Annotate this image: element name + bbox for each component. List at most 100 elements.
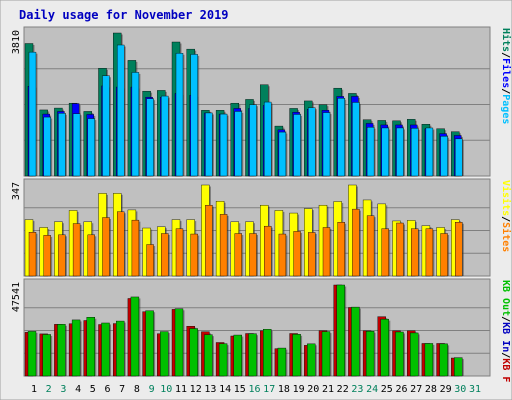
bar-kbout-day-4 (71, 319, 81, 377)
x-tick-day-25: 25 (381, 384, 393, 395)
x-tick-day-28: 28 (425, 384, 437, 395)
y-max-label: 3810 (11, 30, 22, 54)
x-tick-day-18: 18 (278, 384, 290, 395)
bar-pages-day-19 (293, 114, 301, 177)
bar-kbout-day-5 (86, 317, 96, 377)
bar-sites-day-19 (293, 231, 301, 277)
legend: Visits/Sites (500, 180, 512, 252)
x-tick-day-29: 29 (440, 384, 452, 395)
x-tick-day-19: 19 (293, 384, 305, 395)
legend-text: Visits/Sites (500, 180, 512, 252)
bar-sites-day-21 (322, 227, 331, 277)
bar-sites-day-11 (175, 228, 184, 277)
bar-kbout-day-29 (439, 343, 448, 377)
x-tick-day-12: 12 (190, 384, 202, 395)
bar-kbout-day-8 (130, 296, 140, 377)
x-tick-day-20: 20 (307, 384, 319, 395)
bar-kbout-day-3 (57, 324, 66, 377)
bar-kbout-day-18 (277, 347, 287, 377)
bar-pages-day-14 (219, 113, 228, 177)
legend-files: Files (500, 58, 512, 88)
bar-pages-day-27 (411, 128, 419, 177)
x-tick-day-27: 27 (410, 384, 422, 395)
bar-kbout-day-24 (365, 331, 375, 377)
bar-sites-day-14 (219, 214, 228, 277)
legend-separator: / (500, 316, 511, 322)
bar-sites-day-7 (116, 211, 125, 277)
bar-sites-day-22 (337, 222, 345, 277)
x-tick-day-24: 24 (366, 384, 378, 395)
x-tick-day-22: 22 (337, 384, 349, 395)
legend: Hits/Files/Pages (500, 28, 512, 124)
legend-text: Hits/Files/Pages (500, 28, 512, 124)
x-tick-day-1: 1 (31, 384, 37, 395)
bar-kbout-day-14 (218, 343, 228, 377)
bar-kbout-day-2 (42, 334, 51, 377)
x-tick-day-30: 30 (454, 384, 466, 395)
bar-kbout-day-26 (395, 331, 404, 377)
bar-pages-day-30 (455, 138, 463, 177)
bar-sites-day-12 (190, 233, 198, 277)
bar-pages-day-28 (425, 127, 434, 177)
legend-pages: Pages (500, 94, 511, 124)
legend-kb-f: KB F (500, 358, 511, 382)
bar-pages-day-4 (72, 113, 81, 177)
bar-sites-day-15 (234, 233, 243, 277)
x-tick-day-10: 10 (160, 384, 172, 395)
bar-sites-day-9 (146, 244, 154, 277)
bar-kbout-day-15 (233, 334, 243, 377)
bar-sites-day-30 (455, 222, 463, 277)
bar-sites-day-23 (352, 208, 360, 277)
bar-pages-day-2 (43, 116, 51, 177)
bar-pages-day-11 (175, 53, 184, 177)
x-tick-day-3: 3 (60, 384, 66, 395)
x-tick-day-2: 2 (46, 384, 52, 395)
x-tick-day-31: 31 (469, 384, 481, 395)
bar-sites-day-28 (425, 228, 434, 277)
bar-pages-day-8 (131, 72, 140, 177)
legend-hits: Hits (500, 28, 512, 52)
bar-kbout-day-16 (248, 333, 257, 377)
bar-sites-day-1 (28, 232, 37, 277)
bar-kbout-day-21 (321, 331, 331, 377)
bar-kbout-day-27 (410, 332, 419, 377)
bar-kbout-day-13 (204, 334, 213, 377)
bar-sites-day-20 (308, 232, 316, 277)
legend-separator: / (500, 352, 511, 358)
x-tick-day-7: 7 (119, 384, 125, 395)
legend-visits: Visits (500, 180, 512, 216)
panel-kb: 47541 KB Out/KB In/KB F (11, 278, 511, 382)
bar-kbout-day-20 (307, 343, 316, 377)
legend-sites: Sites (500, 222, 512, 252)
bar-sites-day-13 (205, 204, 213, 277)
bar-pages-day-12 (190, 54, 198, 177)
bar-sites-day-29 (440, 233, 448, 277)
bar-pages-day-10 (161, 95, 169, 177)
bar-pages-day-22 (337, 98, 345, 177)
x-tick-day-8: 8 (134, 384, 140, 395)
x-tick-day-4: 4 (75, 384, 81, 395)
legend-text: KB Out/KB In/KB F (500, 280, 511, 382)
bar-sites-day-25 (381, 228, 389, 277)
bar-kbout-day-28 (424, 343, 434, 377)
legend-separator: / (500, 216, 511, 222)
bar-kbout-day-7 (115, 320, 125, 377)
legend: KB Out/KB In/KB F (500, 280, 511, 382)
bar-kbout-day-10 (160, 331, 169, 377)
bar-sites-day-3 (58, 234, 66, 277)
x-tick-day-23: 23 (351, 384, 363, 395)
bar-sites-day-18 (278, 233, 287, 277)
bar-sites-day-17 (264, 225, 272, 277)
panel-hits-files-pages: 3810 Hits/Files/Pages (11, 26, 512, 177)
legend-separator: / (500, 52, 511, 58)
x-tick-day-15: 15 (234, 384, 246, 395)
bar-pages-day-7 (116, 44, 125, 177)
bar-pages-day-13 (205, 112, 213, 177)
bar-pages-day-29 (440, 136, 448, 177)
bar-kbout-day-30 (454, 357, 463, 377)
bar-kbout-day-1 (27, 331, 37, 377)
bar-pages-day-21 (322, 112, 331, 177)
bar-sites-day-10 (161, 233, 169, 277)
x-tick-day-11: 11 (175, 384, 187, 395)
